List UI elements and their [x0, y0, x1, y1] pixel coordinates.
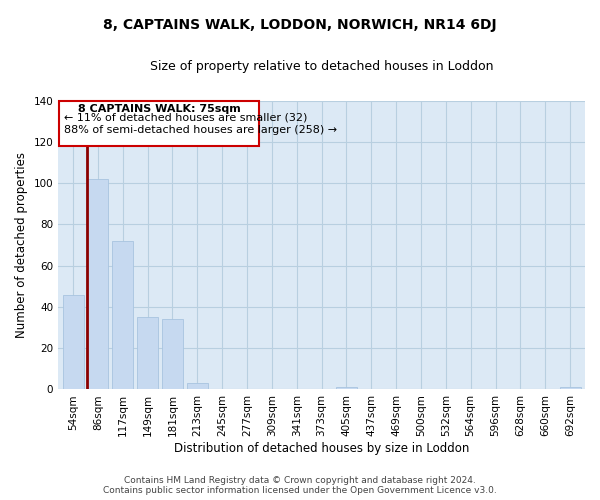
Bar	[62, 294, 83, 390]
Bar	[88, 179, 109, 390]
Y-axis label: Number of detached properties: Number of detached properties	[15, 152, 28, 338]
Text: Contains HM Land Registry data © Crown copyright and database right 2024.
Contai: Contains HM Land Registry data © Crown c…	[103, 476, 497, 495]
Text: ← 11% of detached houses are smaller (32): ← 11% of detached houses are smaller (32…	[64, 113, 308, 123]
Bar	[162, 320, 183, 390]
Text: 8 CAPTAINS WALK: 75sqm: 8 CAPTAINS WALK: 75sqm	[78, 104, 241, 114]
FancyBboxPatch shape	[59, 100, 259, 146]
Bar	[560, 388, 581, 390]
Bar	[336, 388, 357, 390]
Title: Size of property relative to detached houses in Loddon: Size of property relative to detached ho…	[150, 60, 493, 73]
Bar	[112, 241, 133, 390]
Bar	[187, 384, 208, 390]
X-axis label: Distribution of detached houses by size in Loddon: Distribution of detached houses by size …	[174, 442, 469, 455]
Bar	[137, 317, 158, 390]
Text: 88% of semi-detached houses are larger (258) →: 88% of semi-detached houses are larger (…	[64, 126, 338, 136]
Text: 8, CAPTAINS WALK, LODDON, NORWICH, NR14 6DJ: 8, CAPTAINS WALK, LODDON, NORWICH, NR14 …	[103, 18, 497, 32]
